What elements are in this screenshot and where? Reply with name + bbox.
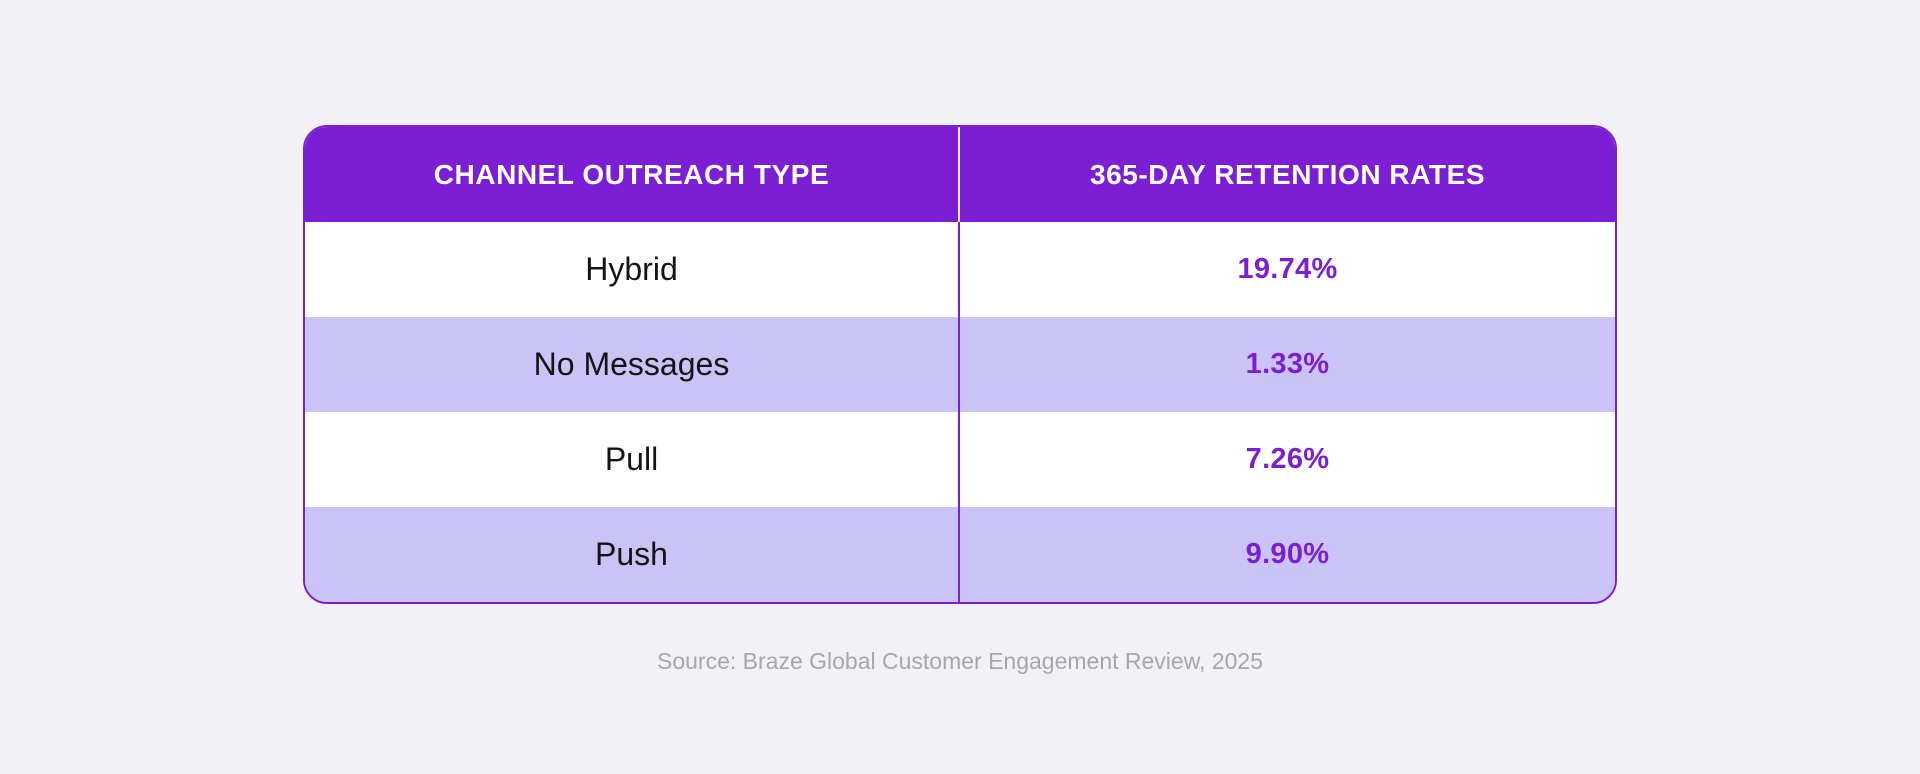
row-value-push: 9.90% bbox=[1245, 538, 1330, 570]
row-value-pull: 7.26% bbox=[1245, 443, 1330, 475]
row-label-push: Push bbox=[305, 507, 960, 602]
table-row: No Messages 1.33% bbox=[305, 317, 1615, 412]
table-header-row: CHANNEL OUTREACH TYPE 365-DAY RETENTION … bbox=[305, 127, 1615, 222]
row-value-hybrid: 19.74% bbox=[1237, 253, 1338, 285]
row-label-no-messages: No Messages bbox=[305, 317, 960, 412]
table-row: Push 9.90% bbox=[305, 507, 1615, 602]
header-channel-outreach-type: CHANNEL OUTREACH TYPE bbox=[305, 127, 960, 222]
table-row: Hybrid 19.74% bbox=[305, 222, 1615, 317]
retention-table: CHANNEL OUTREACH TYPE 365-DAY RETENTION … bbox=[303, 125, 1617, 604]
row-label-hybrid: Hybrid bbox=[305, 222, 960, 317]
source-citation: Source: Braze Global Customer Engagement… bbox=[657, 648, 1263, 674]
table-row: Pull 7.26% bbox=[305, 412, 1615, 507]
header-365-day-retention-rates: 365-DAY RETENTION RATES bbox=[1089, 158, 1486, 190]
row-value-no-messages: 1.33% bbox=[1245, 348, 1330, 380]
row-label-pull: Pull bbox=[305, 412, 960, 507]
